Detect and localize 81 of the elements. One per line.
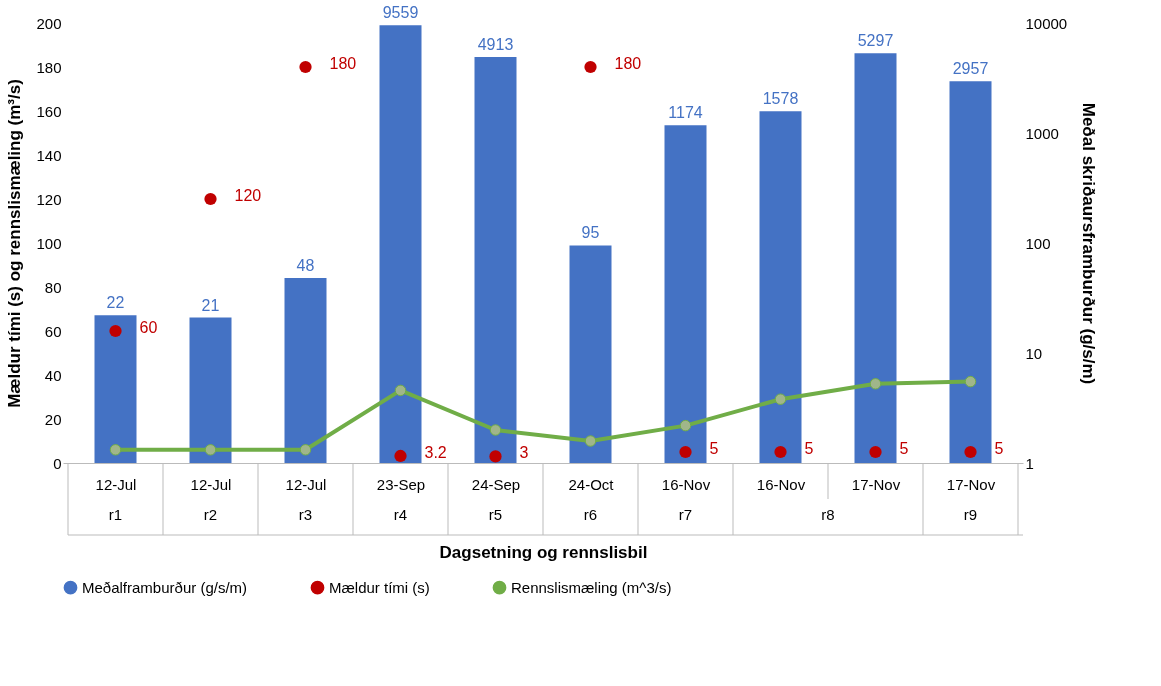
point xyxy=(584,60,597,74)
x-tick-label: 12-Jul xyxy=(190,475,232,493)
x-tick-label: 16-Nov xyxy=(661,475,711,493)
point xyxy=(679,419,692,432)
text: r1 xyxy=(108,506,123,523)
text: r2 xyxy=(203,506,218,523)
y-tick-label: 20 xyxy=(44,410,62,428)
point xyxy=(679,445,692,459)
data-label: 9559 xyxy=(382,4,419,22)
x-axis-title: Dagsetning og rennslisbil xyxy=(439,542,648,562)
data-label: 3.2 xyxy=(424,443,447,461)
x-tick-label: 12-Jul xyxy=(285,475,327,493)
data-label: 1174 xyxy=(668,104,703,122)
y2-tick-label: 10 xyxy=(1025,344,1043,362)
point xyxy=(774,445,787,459)
legend-label: Mældur tími (s) xyxy=(329,578,430,596)
data-label: 180 xyxy=(614,55,642,72)
x-tick-label: 17-Nov xyxy=(851,475,901,493)
point xyxy=(109,324,122,338)
y2-axis-title: Meðal skriðaursframburður (g/s/m) xyxy=(1079,102,1099,385)
point xyxy=(584,435,597,447)
point xyxy=(204,444,217,456)
data-label: 5 xyxy=(709,440,719,457)
x-tick-label: 24-Sep xyxy=(471,475,521,493)
y-tick-label: 120 xyxy=(36,190,62,208)
text: r3 xyxy=(298,506,313,523)
y-tick-label: 140 xyxy=(36,146,62,164)
y2-tick-label: 1000 xyxy=(1025,124,1059,142)
point xyxy=(964,445,977,459)
data-label: 120 xyxy=(234,187,262,204)
y-axis-title: Mældur tími (s) og rennslismæling (m³/s) xyxy=(5,79,25,408)
point xyxy=(774,393,787,405)
x-tick-label: 12-Jul xyxy=(95,475,137,493)
data-label: 3 xyxy=(519,444,529,462)
data-label: 5 xyxy=(804,440,814,457)
point xyxy=(394,384,407,397)
x-tick-label: 16-Nov xyxy=(756,475,806,493)
x-tick-label: 17-Nov xyxy=(946,475,996,493)
y-tick-label: 160 xyxy=(36,102,62,120)
data-label: 95 xyxy=(581,224,600,242)
text: r5 xyxy=(488,506,503,523)
y2-tick-label: 100 xyxy=(1025,234,1051,252)
text: r9 xyxy=(963,506,978,523)
data-label: 22 xyxy=(106,294,125,312)
x-tick-label: 24-Oct xyxy=(568,475,615,493)
data-label: 5 xyxy=(994,440,1004,457)
data-label: 180 xyxy=(329,55,357,72)
data-label: 48 xyxy=(296,257,315,275)
legend-label: Rennslismæling (m^3/s) xyxy=(511,578,672,596)
point xyxy=(109,444,122,456)
point xyxy=(964,375,977,388)
point xyxy=(299,60,312,74)
y-tick-label: 40 xyxy=(44,366,62,384)
y-tick-label: 200 xyxy=(36,14,62,32)
data-label: 4913 xyxy=(477,35,514,53)
data-label: 60 xyxy=(139,319,158,336)
point xyxy=(869,378,882,390)
data-label: 21 xyxy=(201,296,220,314)
y-tick-label: 0 xyxy=(53,454,62,472)
y-tick-label: 100 xyxy=(36,234,62,252)
data-label: 5297 xyxy=(857,32,894,50)
text: r6 xyxy=(583,506,598,523)
point xyxy=(489,450,502,463)
data-label: 1578 xyxy=(762,90,799,108)
point xyxy=(869,445,882,459)
text: r7 xyxy=(678,506,693,523)
y-tick-label: 80 xyxy=(44,278,62,296)
y2-tick-label: 10000 xyxy=(1025,14,1068,32)
text: r8 xyxy=(821,506,835,523)
y-tick-label: 60 xyxy=(44,322,62,340)
point xyxy=(299,444,312,456)
data-label: 5 xyxy=(899,440,909,457)
y-tick-label: 180 xyxy=(36,58,62,76)
point xyxy=(204,192,217,206)
legend-label: Meðalframburður (g/s/m) xyxy=(82,578,248,596)
y2-tick-label: 1 xyxy=(1025,454,1034,472)
point xyxy=(394,449,407,463)
x-tick-label: 23-Sep xyxy=(376,475,426,493)
data-label: 2957 xyxy=(952,60,989,78)
point xyxy=(489,424,502,436)
text: r4 xyxy=(393,506,408,523)
